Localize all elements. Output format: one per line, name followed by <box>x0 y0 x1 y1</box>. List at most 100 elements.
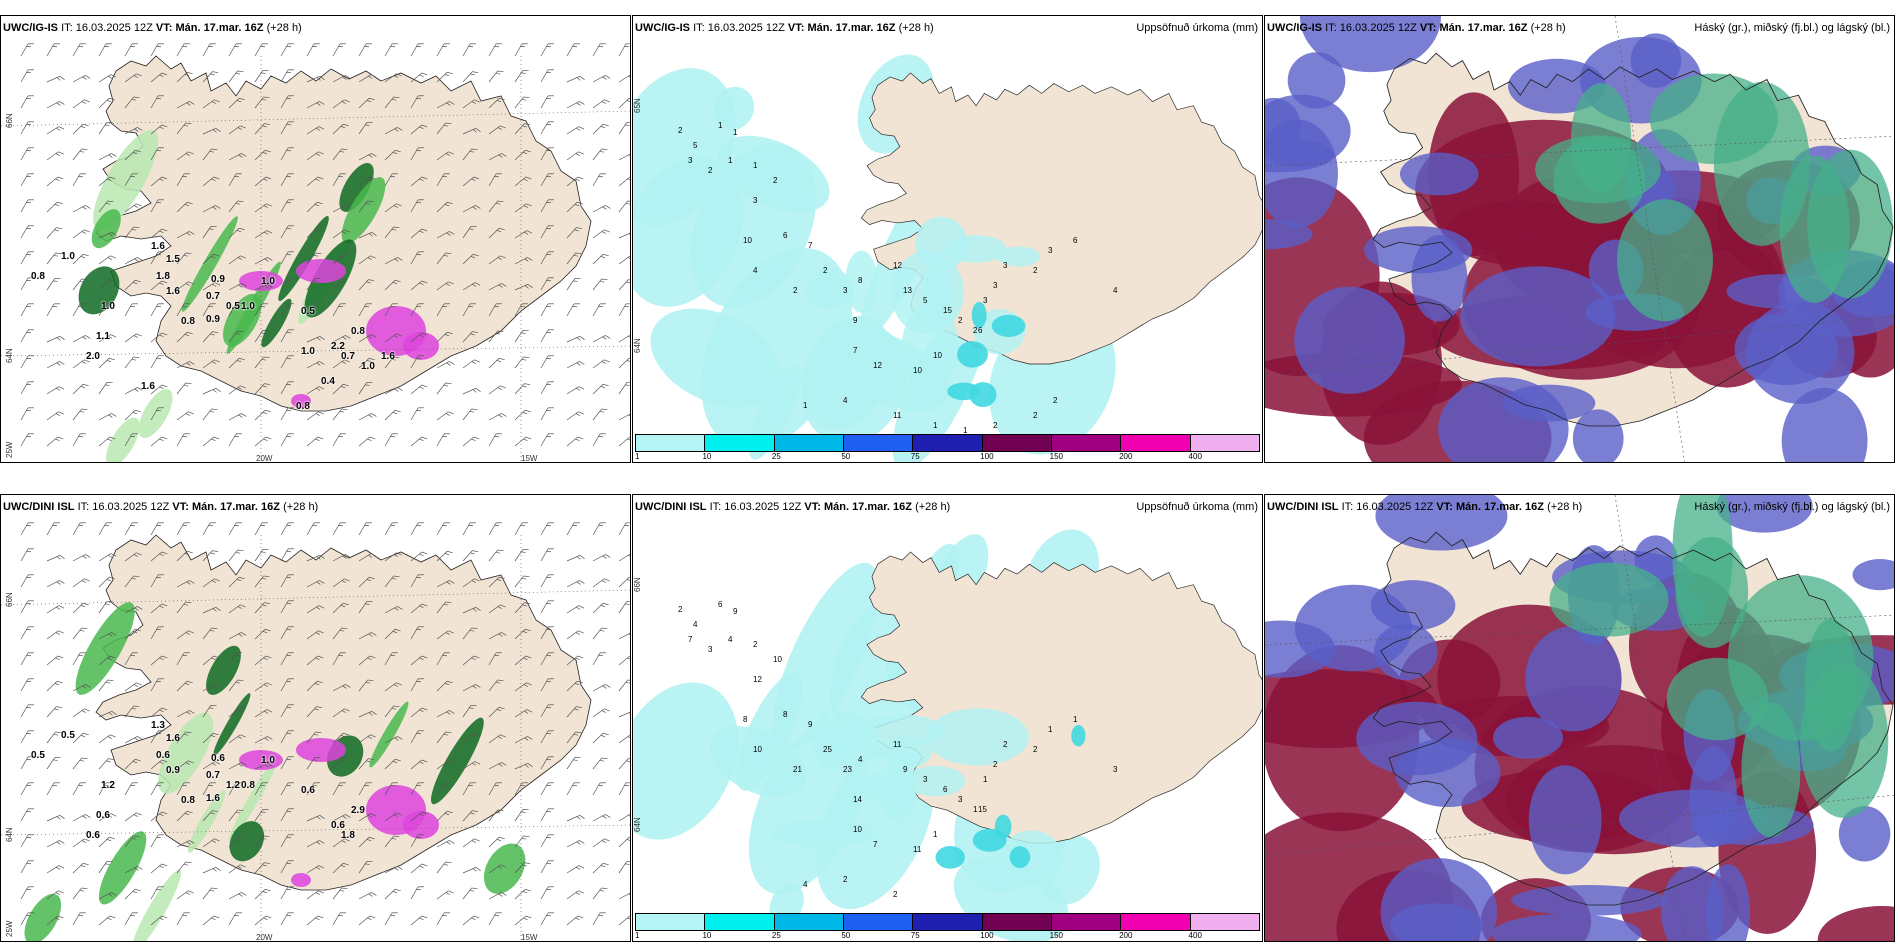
map-canvas[interactable] <box>633 495 1263 942</box>
precip-streak <box>158 712 214 794</box>
wind-barb <box>124 203 142 213</box>
wind-barb <box>358 758 375 770</box>
wind-barb <box>410 355 424 369</box>
map-canvas[interactable] <box>1 16 631 463</box>
wind-barb <box>20 329 34 343</box>
wind-barb <box>410 626 424 640</box>
wind-barb <box>488 809 504 822</box>
wind-barb <box>592 43 606 57</box>
wind-barb <box>72 814 91 822</box>
wind-barb <box>618 576 630 588</box>
value-label: 3 <box>843 286 848 295</box>
wind-barb <box>254 655 272 666</box>
wind-barb <box>488 70 504 83</box>
map-canvas[interactable] <box>1 495 631 942</box>
value-label: 1.0 <box>61 251 75 262</box>
wind-barb <box>280 912 294 926</box>
value-label: 9 <box>733 607 738 616</box>
wind-barb <box>358 122 373 135</box>
wind-barb <box>618 255 630 265</box>
wind-barb <box>306 335 325 343</box>
wind-barb <box>202 915 220 926</box>
wind-barb <box>384 736 403 744</box>
value-label: 1.0 <box>301 346 315 357</box>
wind-barb <box>332 173 346 187</box>
wind-barb <box>46 680 63 692</box>
wind-barb <box>488 706 505 718</box>
wind-barb <box>202 838 220 848</box>
value-label: 3 <box>688 156 693 165</box>
snow-area <box>296 259 346 283</box>
wind-barb <box>124 356 140 369</box>
wind-barb <box>462 331 479 343</box>
colorbar-segment <box>982 435 1052 451</box>
panel-header: UWC/IG-IS IT: 16.03.2025 12Z VT: Mán. 17… <box>1267 22 1566 34</box>
wind-barb <box>436 680 453 692</box>
value-label: 1 <box>733 128 738 137</box>
wind-barb <box>176 411 194 421</box>
wind-barb <box>592 782 606 796</box>
value-label: 1.0 <box>261 276 275 287</box>
low-cloud-area <box>1705 864 1751 941</box>
wind-barb <box>384 866 403 874</box>
map-canvas[interactable] <box>1265 495 1895 942</box>
value-label: 3 <box>1113 765 1118 774</box>
wind-barb <box>124 73 142 83</box>
wind-barb <box>488 255 506 265</box>
wind-barb <box>332 278 348 291</box>
wind-barb <box>202 282 221 291</box>
wind-barb <box>280 407 294 421</box>
wind-barb <box>46 335 65 343</box>
wind-barb <box>462 387 481 395</box>
wind-barb <box>98 861 113 874</box>
wind-barb <box>228 522 242 536</box>
wind-barb <box>254 123 271 135</box>
wind-barb <box>202 148 218 161</box>
wind-barb <box>228 433 242 447</box>
precip-streak <box>213 693 251 756</box>
wind-barb <box>566 151 584 161</box>
wind-barb <box>384 409 401 421</box>
wind-barb <box>488 782 502 796</box>
wind-barb <box>98 836 115 848</box>
wind-barb <box>254 356 270 369</box>
wind-barb <box>618 231 630 239</box>
wind-barb <box>280 329 294 343</box>
wind-barb <box>72 123 89 135</box>
wind-barb <box>150 176 168 187</box>
map-canvas[interactable] <box>633 16 1263 463</box>
wind-barb <box>332 732 349 744</box>
wind-barb <box>592 912 606 926</box>
wind-barb <box>592 253 609 265</box>
wind-barb <box>306 278 321 291</box>
wind-barb <box>306 890 324 900</box>
value-label: 1.6 <box>141 381 155 392</box>
wind-barb <box>176 630 194 640</box>
wind-barb <box>202 387 221 395</box>
value-label: 2 <box>993 421 998 430</box>
valid-time: Mán. 17.mar. 16Z <box>823 501 912 513</box>
wind-barb <box>228 385 246 395</box>
wind-barb <box>618 43 630 57</box>
wind-barb <box>72 684 91 692</box>
wind-barb <box>20 912 34 926</box>
wind-barb <box>384 758 401 770</box>
map-canvas[interactable] <box>1265 16 1895 463</box>
wind-barb <box>540 355 554 369</box>
value-label: 15 <box>978 805 987 814</box>
wind-barb <box>332 433 346 447</box>
wind-barb <box>462 684 481 692</box>
wind-barb <box>566 335 585 343</box>
wind-barb <box>462 253 479 265</box>
value-label: 0.6 <box>211 753 225 764</box>
wind-barb <box>566 554 585 562</box>
wind-barb <box>488 330 504 343</box>
wind-barb <box>150 355 164 369</box>
value-label: 4 <box>1113 286 1118 295</box>
colorbar-segment <box>982 914 1052 930</box>
wind-barb <box>228 892 247 900</box>
wind-barb <box>228 782 242 796</box>
wind-barb <box>228 70 244 83</box>
wind-barb <box>176 550 193 562</box>
value-label: 1.6 <box>206 793 220 804</box>
